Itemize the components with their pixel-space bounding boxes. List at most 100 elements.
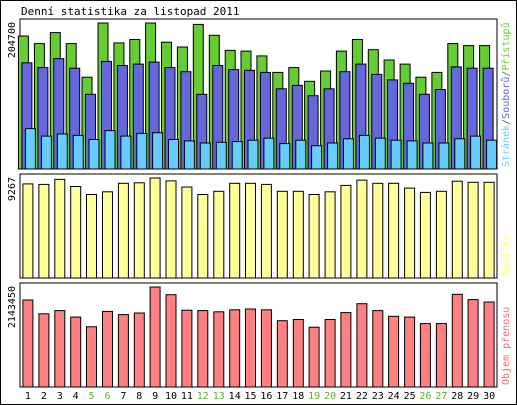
transfer-bar-0-day-13 bbox=[213, 311, 225, 388]
traffic-bar-2-day-12 bbox=[199, 142, 211, 170]
traffic-series-label-part-3: / bbox=[501, 71, 512, 77]
visits-bar-0-day-7 bbox=[117, 182, 129, 279]
x-tick-label-7: 7 bbox=[120, 391, 126, 402]
traffic-bar-2-day-29 bbox=[470, 135, 482, 170]
visits-panel-frame bbox=[19, 173, 498, 279]
visits-series-label-part-0: Návštěv bbox=[500, 234, 512, 276]
traffic-bar-2-day-10 bbox=[168, 139, 179, 170]
traffic-bar-2-day-6 bbox=[104, 130, 116, 170]
transfer-bar-0-day-2 bbox=[38, 313, 50, 388]
transfer-panel-frame bbox=[19, 282, 498, 388]
traffic-bar-2-day-20 bbox=[327, 142, 339, 170]
traffic-series-label: Stránek/Souborů/Přístupů bbox=[500, 22, 512, 167]
visits-bar-0-day-30 bbox=[483, 181, 495, 279]
x-tick-label-10: 10 bbox=[165, 391, 177, 402]
visits-bar-0-day-8 bbox=[133, 182, 145, 279]
x-tick-label-27: 27 bbox=[435, 391, 447, 402]
x-tick-label-11: 11 bbox=[181, 391, 193, 402]
visits-bar-0-day-19 bbox=[308, 194, 320, 279]
visits-bar-0-day-28 bbox=[451, 180, 463, 279]
traffic-series-label-part-4: Přístupů bbox=[500, 22, 512, 70]
visits-bar-0-day-29 bbox=[467, 181, 479, 279]
transfer-bar-0-day-16 bbox=[260, 309, 272, 388]
transfer-bar-0-day-26 bbox=[419, 323, 431, 388]
transfer-bar-0-day-10 bbox=[165, 294, 177, 388]
traffic-bar-2-day-9 bbox=[152, 132, 164, 170]
visits-bar-0-day-24 bbox=[388, 182, 400, 279]
x-tick-label-16: 16 bbox=[260, 391, 272, 402]
visits-bar-0-day-27 bbox=[435, 190, 447, 279]
transfer-bar-0-day-9 bbox=[149, 286, 161, 388]
visits-bar-0-day-13 bbox=[213, 190, 225, 279]
visits-bar-0-day-5 bbox=[86, 194, 97, 279]
traffic-bar-2-day-30 bbox=[486, 139, 498, 170]
transfer-bar-0-day-1 bbox=[22, 299, 34, 388]
visits-bar-0-day-18 bbox=[292, 190, 304, 279]
traffic-bar-2-day-11 bbox=[183, 140, 195, 170]
transfer-bar-0-day-18 bbox=[292, 319, 304, 388]
traffic-bar-2-day-22 bbox=[358, 134, 370, 170]
traffic-bar-2-day-28 bbox=[454, 138, 466, 170]
x-tick-label-1: 1 bbox=[25, 391, 31, 402]
transfer-bar-0-day-30 bbox=[483, 301, 495, 388]
x-tick-label-25: 25 bbox=[404, 391, 416, 402]
x-tick-label-3: 3 bbox=[57, 391, 63, 402]
traffic-bar-2-day-5 bbox=[88, 139, 100, 170]
transfer-bar-0-day-29 bbox=[467, 299, 479, 388]
traffic-bar-2-day-17 bbox=[279, 143, 291, 170]
traffic-bar-2-day-7 bbox=[120, 135, 132, 170]
x-tick-label-21: 21 bbox=[340, 391, 352, 402]
visits-bar-0-day-23 bbox=[372, 182, 384, 279]
visits-bar-0-day-25 bbox=[404, 187, 416, 279]
transfer-bar-0-day-28 bbox=[451, 293, 463, 388]
visits-ymax-label: 9267 bbox=[7, 177, 18, 201]
x-tick-label-5: 5 bbox=[88, 391, 94, 402]
traffic-bar-2-day-24 bbox=[390, 139, 402, 170]
x-tick-label-29: 29 bbox=[467, 391, 479, 402]
transfer-bar-0-day-14 bbox=[229, 309, 241, 388]
x-tick-label-12: 12 bbox=[197, 391, 209, 402]
visits-bar-0-day-6 bbox=[102, 191, 113, 279]
x-tick-label-8: 8 bbox=[136, 391, 142, 402]
transfer-bar-0-day-25 bbox=[404, 316, 416, 388]
x-tick-label-18: 18 bbox=[292, 391, 304, 402]
transfer-bar-0-day-19 bbox=[308, 326, 320, 388]
transfer-bar-0-day-15 bbox=[245, 308, 256, 388]
x-tick-label-15: 15 bbox=[244, 391, 256, 402]
traffic-bar-2-day-8 bbox=[136, 132, 148, 170]
traffic-series-label-part-1: / bbox=[501, 119, 512, 125]
transfer-bar-0-day-3 bbox=[54, 310, 66, 388]
x-tick-label-24: 24 bbox=[388, 391, 400, 402]
transfer-series-label: Objem přenosu bbox=[500, 307, 512, 385]
visits-bar-0-day-15 bbox=[245, 182, 256, 279]
traffic-bar-2-day-19 bbox=[311, 145, 323, 170]
transfer-bar-0-day-20 bbox=[324, 319, 336, 388]
visits-bar-0-day-22 bbox=[356, 179, 368, 279]
visits-bar-0-day-12 bbox=[197, 194, 209, 279]
visits-bar-0-day-3 bbox=[54, 178, 66, 279]
visits-bar-0-day-10 bbox=[165, 180, 177, 279]
x-tick-label-22: 22 bbox=[356, 391, 368, 402]
chart-title: Denní statistika za listopad 2011 bbox=[21, 5, 240, 18]
traffic-bar-2-day-23 bbox=[374, 137, 386, 170]
transfer-bar-0-day-4 bbox=[70, 316, 82, 388]
traffic-bar-2-day-3 bbox=[56, 133, 68, 170]
visits-bar-0-day-2 bbox=[38, 183, 50, 279]
x-tick-label-26: 26 bbox=[419, 391, 431, 402]
transfer-bar-0-day-21 bbox=[340, 312, 352, 388]
x-tick-label-9: 9 bbox=[152, 391, 158, 402]
visits-bar-0-day-14 bbox=[229, 182, 241, 279]
visits-series-label: Návštěv bbox=[500, 234, 512, 276]
transfer-series-label-part-0: Objem přenosu bbox=[500, 307, 512, 385]
transfer-bar-0-day-5 bbox=[86, 326, 97, 388]
x-tick-label-14: 14 bbox=[229, 391, 241, 402]
transfer-bar-0-day-24 bbox=[388, 315, 400, 388]
traffic-bar-2-day-27 bbox=[438, 142, 450, 170]
x-tick-label-13: 13 bbox=[213, 391, 225, 402]
x-tick-label-30: 30 bbox=[483, 391, 495, 402]
traffic-bar-2-day-25 bbox=[406, 140, 418, 170]
traffic-bar-2-day-14 bbox=[231, 141, 243, 170]
visits-bar-0-day-9 bbox=[149, 177, 161, 279]
